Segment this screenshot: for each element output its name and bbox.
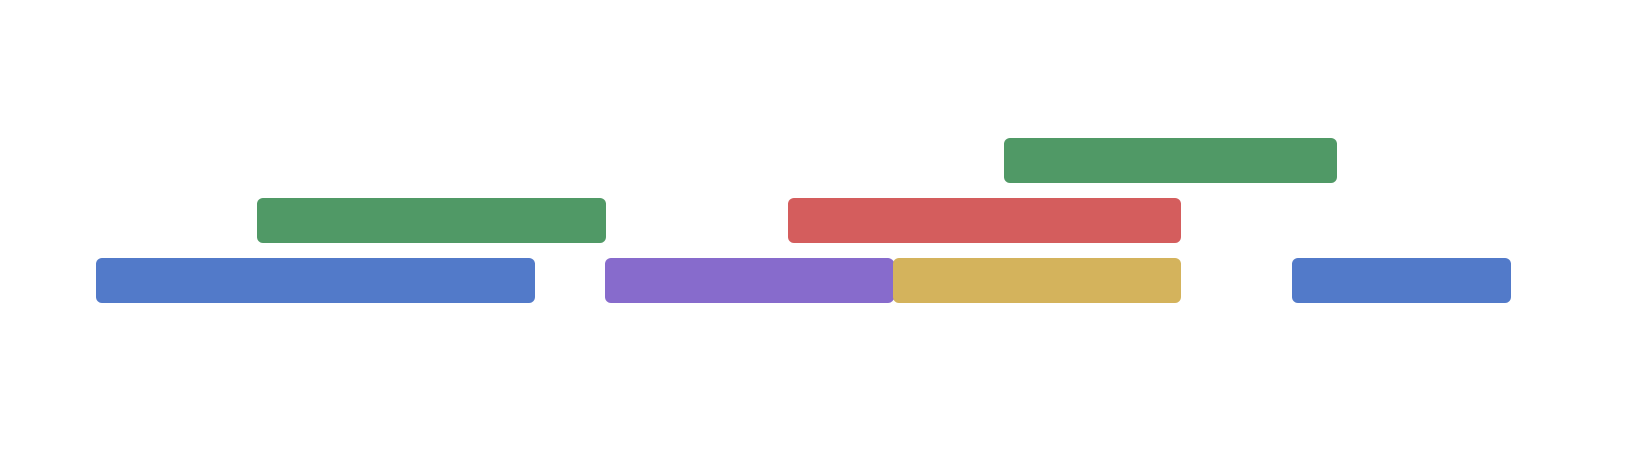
timeline-bar-green-2[interactable] [1004, 138, 1337, 183]
timeline-bar-blue-1[interactable] [96, 258, 535, 303]
timeline-bar-purple[interactable] [605, 258, 894, 303]
timeline-bar-yellow[interactable] [893, 258, 1181, 303]
timeline-bar-blue-2[interactable] [1292, 258, 1511, 303]
timeline-bar-green-1[interactable] [257, 198, 606, 243]
timeline-bar-red[interactable] [788, 198, 1181, 243]
